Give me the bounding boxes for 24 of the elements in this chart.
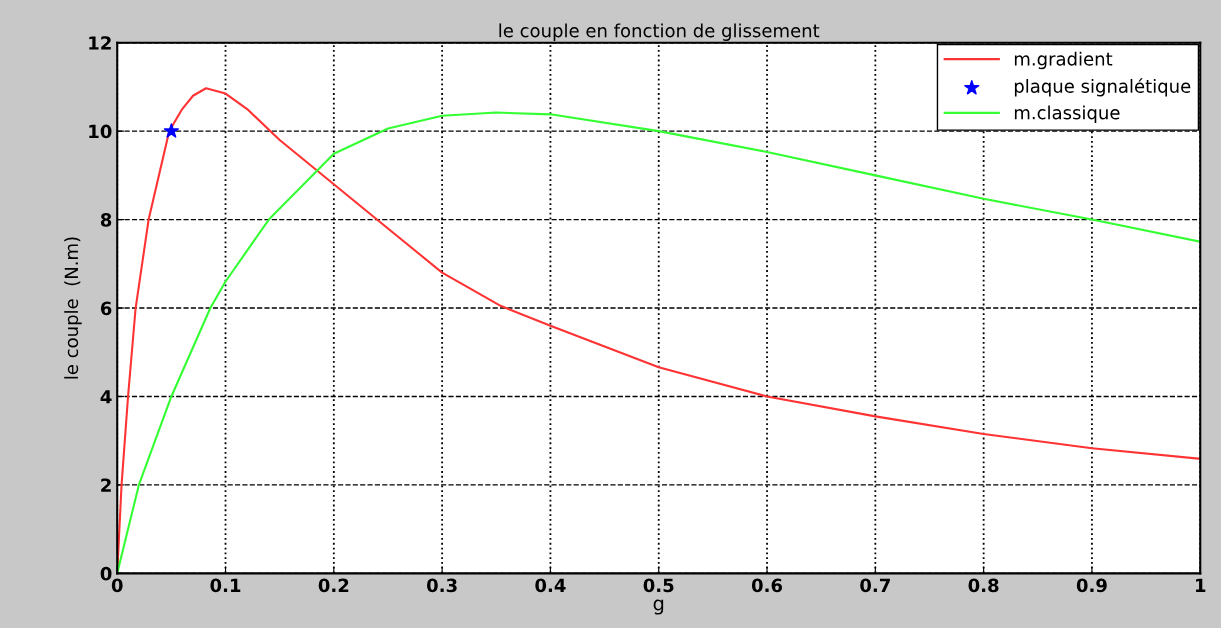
x-tick-label: 0.5 xyxy=(643,578,674,593)
y-tick-label: 10 xyxy=(89,124,112,139)
x-tick-label: 0.6 xyxy=(751,578,783,593)
legend-label: m.classique xyxy=(1014,105,1120,123)
x-tick-label: 0.2 xyxy=(318,578,349,593)
x-tick-label: 1 xyxy=(1196,578,1206,592)
x-tick-label: 0.7 xyxy=(860,578,890,593)
x-tick-label: 0.9 xyxy=(1076,578,1107,593)
y-tick-label: 12 xyxy=(89,36,111,50)
chart-title: le couple en fonction de glissement xyxy=(499,23,820,41)
x-axis-title: g xyxy=(653,599,664,615)
legend-label: plaque signalétique xyxy=(1014,78,1191,97)
y-tick-label: 8 xyxy=(100,213,112,227)
y-tick-label: 2 xyxy=(101,478,111,492)
x-tick-label: 0.3 xyxy=(427,578,457,593)
legend-label: m.gradient xyxy=(1014,51,1113,70)
x-tick-label: 0.4 xyxy=(535,578,566,593)
y-tick-label: 6 xyxy=(100,301,112,316)
x-tick-label: 0.8 xyxy=(968,578,999,593)
y-axis-title: le couple (N.m) xyxy=(64,237,82,379)
y-tick-label: 4 xyxy=(100,390,112,404)
x-tick-label: 0 xyxy=(111,578,123,593)
x-tick-label: 0.1 xyxy=(210,578,241,593)
y-tick-label: 0 xyxy=(100,566,112,581)
